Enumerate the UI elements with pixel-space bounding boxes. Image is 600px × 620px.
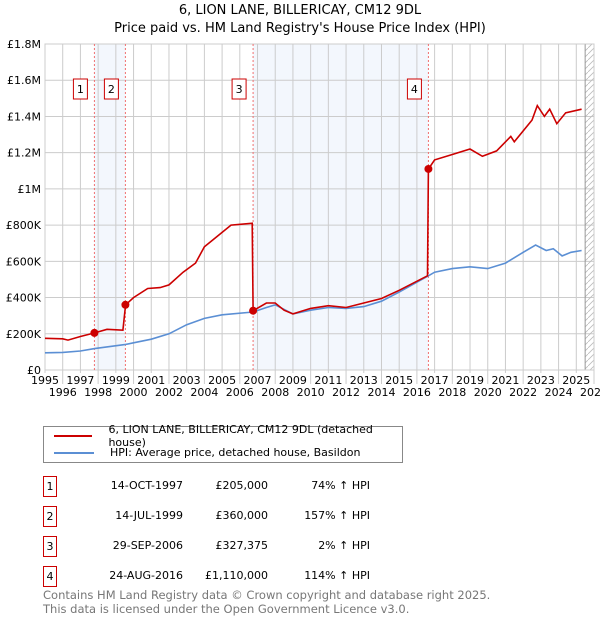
legend: 6, LION LANE, BILLERICAY, CM12 9DL (deta… xyxy=(43,423,403,463)
x-tick-label: 2014 xyxy=(367,386,395,399)
x-tick-label: 2002 xyxy=(155,386,183,399)
sale-hpi: 114% ↑ HPI xyxy=(304,569,370,582)
sale-marker-label: 1 xyxy=(43,476,57,497)
sale-hpi: 74% ↑ HPI xyxy=(311,479,370,492)
sale-date: 29-SEP-2006 xyxy=(112,539,183,552)
x-tick-label: 2021 xyxy=(491,374,519,387)
x-tick-label: 1997 xyxy=(66,374,94,387)
legend-label: 6, LION LANE, BILLERICAY, CM12 9DL (deta… xyxy=(108,422,373,449)
sale-price: £360,000 xyxy=(215,509,269,522)
x-tick-label: 1998 xyxy=(84,386,112,399)
sale-label-box xyxy=(406,78,422,100)
title-line: 6, LION LANE, BILLERICAY, CM12 9DL xyxy=(178,3,422,18)
footer: Contains HM Land Registry data © Crown c… xyxy=(43,588,490,616)
plot-frame xyxy=(44,43,595,371)
x-tick-label: 2020 xyxy=(474,386,502,399)
legend-swatch-property xyxy=(54,434,93,437)
sale-row: 1 14-OCT-1997 £205,000 74% ↑ HPI xyxy=(43,476,443,497)
y-tick-label: £1.4M xyxy=(7,110,41,123)
x-tick-label: 2006 xyxy=(226,386,254,399)
y-tick-label: £200K xyxy=(6,328,42,341)
sale-date: 24-AUG-2016 xyxy=(109,569,183,582)
legend-swatch-hpi xyxy=(54,451,94,454)
x-tick-label: 2009 xyxy=(279,374,307,387)
forecast-hatch xyxy=(585,44,594,370)
sale-label-box xyxy=(231,78,247,100)
sale-date: 14-OCT-1997 xyxy=(110,479,183,492)
y-tick-label: £1M xyxy=(18,183,42,196)
sale-label: 2 xyxy=(108,83,115,96)
y-tick-label: £600K xyxy=(6,255,42,268)
y-tick-label: £400K xyxy=(6,292,42,305)
y-tick-label: £1.2M xyxy=(7,147,41,160)
x-tick-label: 2016 xyxy=(403,386,431,399)
x-tick-label: 2001 xyxy=(137,374,165,387)
sale-hpi: 2% ↑ HPI xyxy=(318,539,370,552)
x-tick-label: 2004 xyxy=(190,386,218,399)
sale-row: 2 14-JUL-1999 £360,000 157% ↑ HPI xyxy=(43,506,443,527)
x-tick-label: 2026 xyxy=(580,386,600,399)
x-tick-label: 1995 xyxy=(31,374,59,387)
legend-label: HPI: Average price, detached house, Basi… xyxy=(110,446,361,459)
x-tick-label: 2003 xyxy=(173,374,201,387)
sale-label: 1 xyxy=(77,83,84,96)
x-tick-label: 2010 xyxy=(297,386,325,399)
sale-label: 3 xyxy=(236,83,243,96)
x-tick-label: 2024 xyxy=(545,386,573,399)
sale-price: £327,375 xyxy=(215,539,269,552)
legend-item-property: 6, LION LANE, BILLERICAY, CM12 9DL (deta… xyxy=(54,423,402,449)
sale-point xyxy=(121,300,130,309)
x-tick-label: 2022 xyxy=(509,386,537,399)
footer-line: Contains HM Land Registry data © Crown c… xyxy=(43,588,491,602)
y-tick-label: £0 xyxy=(27,364,41,377)
x-tick-label: 2025 xyxy=(562,374,590,387)
sale-point xyxy=(249,306,258,315)
sale-date: 14-JUL-1999 xyxy=(115,509,183,522)
x-tick-label: 1999 xyxy=(102,374,130,387)
sale-point xyxy=(424,164,433,173)
hpi-line xyxy=(44,244,582,354)
x-tick-label: 2007 xyxy=(244,374,272,387)
price-chart: 1995199619971998199920002001200220032004… xyxy=(6,38,600,399)
x-tick-label: 2008 xyxy=(261,386,289,399)
y-tick-label: £1.6M xyxy=(7,74,41,87)
x-tick-label: 2015 xyxy=(385,374,413,387)
x-tick-label: 2013 xyxy=(350,374,378,387)
chart-title: 6, LION LANE, BILLERICAY, CM12 9DL Price … xyxy=(0,2,600,38)
x-tick-label: 2011 xyxy=(314,374,342,387)
sale-price: £205,000 xyxy=(215,479,269,492)
sale-row: 4 24-AUG-2016 £1,110,000 114% ↑ HPI xyxy=(43,566,443,587)
y-tick-label: £1.8M xyxy=(7,38,41,51)
price-paid-line xyxy=(44,103,582,341)
x-tick-label: 2018 xyxy=(438,386,466,399)
sale-marker-label: 2 xyxy=(43,506,57,527)
sale-marker-label: 4 xyxy=(43,566,57,587)
legend-item-hpi: HPI: Average price, detached house, Basi… xyxy=(54,444,360,461)
x-tick-label: 2017 xyxy=(421,374,449,387)
sale-label-box xyxy=(72,78,88,100)
x-tick-label: 2000 xyxy=(120,386,148,399)
sale-price: £1,110,000 xyxy=(205,569,268,582)
sale-hpi: 157% ↑ HPI xyxy=(304,509,370,522)
x-tick-label: 2019 xyxy=(456,374,484,387)
sale-row: 3 29-SEP-2006 £327,375 2% ↑ HPI xyxy=(43,536,443,557)
sale-label-box xyxy=(103,78,119,100)
x-tick-label: 2005 xyxy=(208,374,236,387)
ownership-shading xyxy=(253,44,429,370)
x-tick-label: 1996 xyxy=(49,386,77,399)
subtitle-line: Price paid vs. HM Land Registry's House … xyxy=(114,21,486,36)
sale-marker-label: 3 xyxy=(43,536,57,557)
x-tick-label: 2012 xyxy=(332,386,360,399)
sale-point xyxy=(90,328,99,337)
y-tick-label: £800K xyxy=(6,219,42,232)
sale-label: 4 xyxy=(411,83,418,96)
footer-line: This data is licensed under the Open Gov… xyxy=(43,602,410,616)
x-tick-label: 2023 xyxy=(527,374,555,387)
